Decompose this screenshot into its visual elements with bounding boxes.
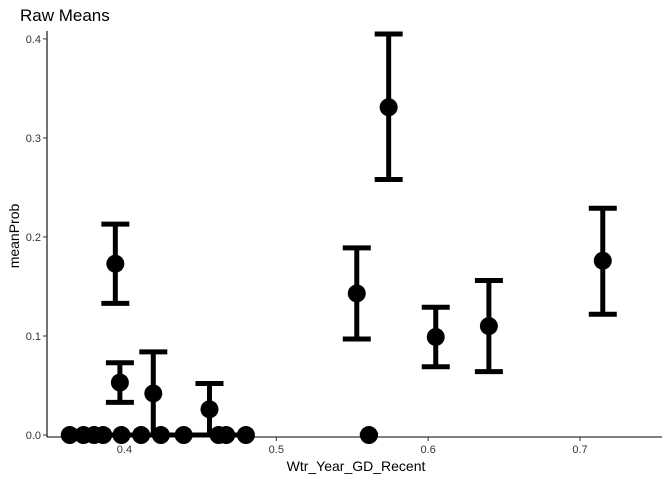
y-tick-label: 0.4 — [26, 34, 41, 46]
x-tick-label: 0.7 — [572, 444, 587, 456]
data-point — [112, 426, 131, 445]
data-point — [359, 426, 378, 445]
y-axis-title: meanProb — [6, 203, 22, 268]
data-point — [174, 426, 193, 445]
data-marks — [60, 31, 617, 445]
data-point — [347, 284, 366, 303]
x-tick-label: 0.5 — [269, 444, 284, 456]
data-point — [379, 98, 398, 117]
y-tick-label: 0.1 — [26, 331, 41, 343]
data-point — [217, 426, 236, 445]
y-tick-label: 0.0 — [26, 430, 41, 442]
data-point — [110, 373, 129, 392]
data-point — [200, 400, 219, 419]
x-tick-label: 0.6 — [420, 444, 435, 456]
y-tick-label: 0.2 — [26, 232, 41, 244]
data-point — [94, 426, 113, 445]
data-point — [144, 384, 163, 403]
y-tick-label: 0.3 — [26, 133, 41, 145]
data-point — [479, 317, 498, 336]
data-point — [106, 254, 125, 273]
x-axis-title: Wtr_Year_GD_Recent — [287, 458, 426, 474]
data-point — [426, 327, 445, 346]
data-point — [132, 426, 151, 445]
data-point — [593, 251, 612, 270]
data-point — [60, 426, 79, 445]
data-point — [151, 426, 170, 445]
chart-title: Raw Means — [20, 6, 110, 25]
data-point — [236, 426, 255, 445]
x-tick-label: 0.4 — [117, 444, 132, 456]
